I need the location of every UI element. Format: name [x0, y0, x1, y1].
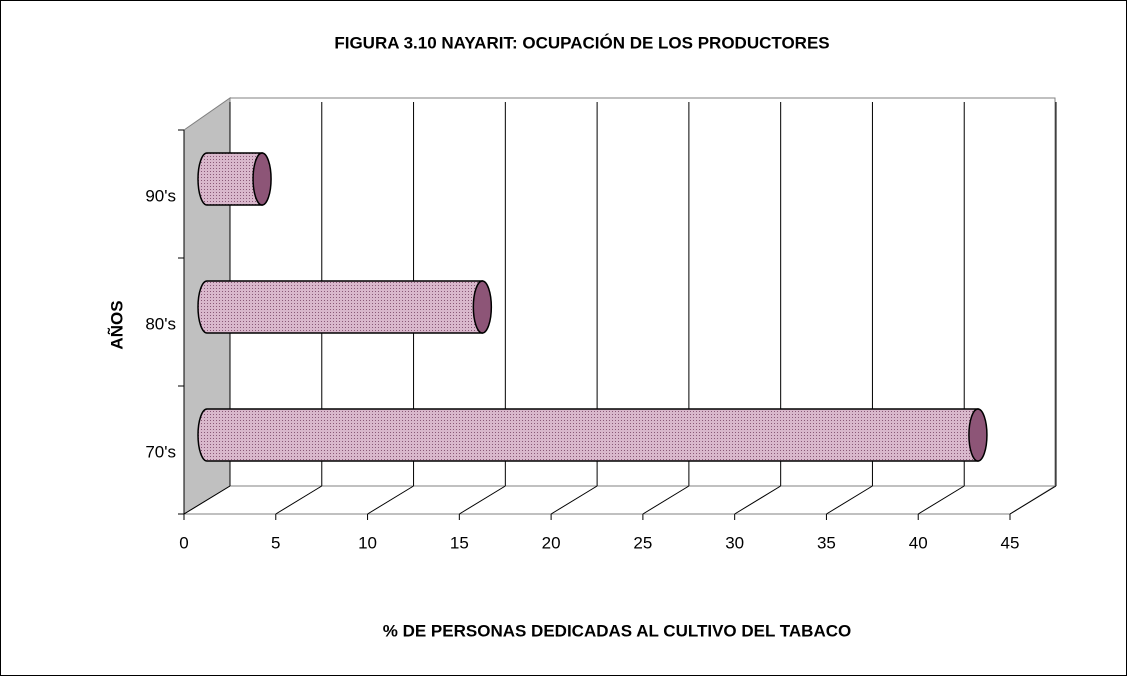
bar-body [197, 152, 263, 206]
x-tick-label: 0 [179, 533, 188, 552]
bar [197, 408, 988, 462]
x-tick-label: 45 [1001, 533, 1020, 552]
bar-cap [472, 280, 493, 334]
x-tick-label: 15 [450, 533, 469, 552]
x-tick-label: 5 [271, 533, 280, 552]
bar-cap [968, 408, 988, 462]
floor-grid-line [642, 485, 690, 515]
x-tick-label: 25 [633, 533, 652, 552]
bar [197, 152, 272, 206]
y-axis-label: AÑOS [106, 300, 126, 349]
bar-cap [252, 152, 272, 206]
floor-grid-line [275, 485, 323, 515]
x-tick-label: 40 [909, 533, 928, 552]
bar-body [197, 280, 484, 334]
x-tick-label: 20 [542, 533, 561, 552]
floor-grid-line [367, 485, 414, 515]
floor-grid-line [917, 485, 965, 515]
floor-grid-line [1009, 485, 1057, 515]
floor-grid-line [826, 485, 873, 515]
bar [197, 280, 493, 334]
floor-grid-line [734, 485, 781, 515]
floor-grid-line [550, 485, 598, 515]
y-tick-label: 80's [145, 314, 176, 333]
bar-body [197, 408, 979, 462]
x-tick-label: 30 [725, 533, 744, 552]
floor-grid-line [183, 485, 231, 515]
x-tick-label: 10 [358, 533, 377, 552]
x-axis-label: % DE PERSONAS DEDICADAS AL CULTIVO DEL T… [383, 621, 851, 640]
chart-title: FIGURA 3.10 NAYARIT: OCUPACIÓN DE LOS PR… [334, 33, 829, 52]
y-tick-label: 90's [145, 186, 176, 205]
floor-grid-line [459, 485, 506, 515]
x-tick-label: 35 [817, 533, 836, 552]
y-tick-label: 70's [145, 442, 176, 461]
